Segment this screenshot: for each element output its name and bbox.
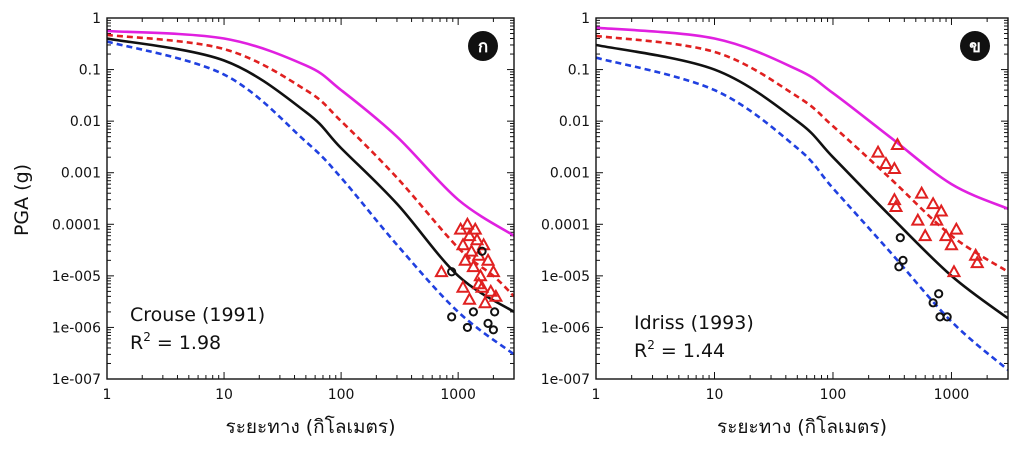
y-tick-label: 1e-007 <box>541 372 590 388</box>
observed-triangle <box>462 228 477 242</box>
x-axis-title: ระยะทาง (กิโลเมตร) <box>717 415 887 438</box>
observed-triangle <box>464 243 479 257</box>
y-tick-label: 1e-006 <box>541 320 590 336</box>
observed-triangle <box>460 216 475 230</box>
observed-triangle <box>970 255 985 269</box>
observed-circle <box>462 322 473 333</box>
x-tick-label: 1 <box>592 387 601 403</box>
r2-label: R2 = 1.44 <box>634 338 725 362</box>
model-curve-1 <box>596 34 1008 273</box>
y-axis-title: PGA (g) <box>11 164 33 236</box>
plot-area <box>596 26 1008 371</box>
panel-badge <box>468 31 498 61</box>
model-curve-2 <box>107 37 514 314</box>
observed-triangle <box>888 199 904 213</box>
x-tick-label: 100 <box>820 387 847 403</box>
observed-circle <box>490 307 500 317</box>
model-curve-0 <box>107 29 514 237</box>
observed-circle <box>447 267 457 277</box>
observed-triangle <box>483 283 498 297</box>
panel-crouse: 1 10 100 1000 1 0.1 0.01 0.001 0.0001 1e-005 1e-00… <box>52 11 515 438</box>
observed-circle <box>894 262 904 272</box>
observed-triangle <box>929 212 944 226</box>
observed-circle <box>488 325 498 335</box>
observed-triangle <box>476 237 491 251</box>
observed-triangle <box>910 212 926 226</box>
panel-idriss: 1 10 100 1000 1 0.1 0.01 0.001 0.0001 1e-005 1e-00… <box>541 11 1009 438</box>
observed-triangle <box>488 288 504 302</box>
observed-triangle <box>474 279 490 293</box>
observed-triangle <box>480 252 496 266</box>
observed-triangle <box>934 203 949 217</box>
observed-triangle <box>455 279 471 293</box>
x-axis-title: ระยะทาง (กิโลเมตร) <box>226 415 396 438</box>
observed-circle <box>934 289 944 299</box>
panel-badge <box>960 31 990 61</box>
observed-triangle <box>944 237 959 251</box>
panel-badge-label: ก <box>478 37 488 57</box>
model-curve-1 <box>107 33 514 298</box>
plot-frame <box>595 17 1009 380</box>
observed-triangle <box>925 196 941 210</box>
x-tick-label: 1000 <box>440 387 476 403</box>
y-tick-label: 0.1 <box>568 63 590 79</box>
y-tick-label: 0.0001 <box>52 217 101 233</box>
x-tick-label: 10 <box>706 387 724 403</box>
observed-triangle <box>469 232 485 246</box>
observed-triangle <box>949 221 964 235</box>
observed-circle <box>477 246 487 256</box>
x-tick-label: 1000 <box>934 387 970 403</box>
panel-badge-label: ข <box>969 37 981 57</box>
y-tick-label: 1e-007 <box>52 372 101 388</box>
y-tick-label: 1e-006 <box>52 320 101 336</box>
observed-circle <box>898 255 908 265</box>
y-tick-label: 1 <box>92 11 101 27</box>
y-tick-label: 1e-005 <box>541 269 590 285</box>
model-curve-0 <box>596 26 1008 210</box>
y-tick-label: 0.001 <box>550 166 590 182</box>
y-tick-label: 0.001 <box>61 166 101 182</box>
r2-label: R2 = 1.98 <box>130 330 221 354</box>
observed-circle <box>895 233 905 243</box>
y-tick-label: 0.1 <box>79 63 101 79</box>
plot-frame <box>106 17 515 380</box>
x-tick-label: 10 <box>215 387 233 403</box>
observed-triangle <box>946 264 962 278</box>
observed-triangle <box>458 252 473 266</box>
observed-triangle <box>917 228 933 242</box>
observed-triangle <box>468 221 483 235</box>
observed-triangle <box>870 144 886 158</box>
observed-circle <box>928 298 938 308</box>
observed-circle <box>483 318 493 328</box>
observed-triangle <box>462 291 477 305</box>
x-tick-label: 100 <box>328 387 355 403</box>
observed-triangle <box>466 259 481 273</box>
observed-triangle <box>434 264 449 278</box>
observed-triangle <box>455 237 471 251</box>
observed-triangle <box>887 161 902 175</box>
observed-triangle <box>477 295 493 309</box>
y-tick-label: 0.01 <box>70 114 101 130</box>
model-name-label: Crouse (1991) <box>130 304 265 326</box>
y-tick-label: 1e-005 <box>52 269 101 285</box>
model-curve-3 <box>107 40 514 356</box>
observed-triangle <box>938 228 954 242</box>
observed-triangle <box>878 156 894 170</box>
observed-circle <box>942 312 952 322</box>
observed-circle <box>447 312 457 322</box>
observed-circle <box>935 312 945 322</box>
model-curve-3 <box>596 56 1008 371</box>
observed-triangle <box>914 185 929 199</box>
y-tick-label: 0.0001 <box>541 217 590 233</box>
observed-triangle <box>471 276 486 290</box>
y-tick-label: 1 <box>581 11 590 27</box>
y-tick-label: 0.01 <box>559 114 590 130</box>
observed-triangle <box>486 264 501 278</box>
observed-triangle <box>890 137 905 151</box>
observed-circle <box>468 307 479 317</box>
model-name-label: Idriss (1993) <box>634 312 754 334</box>
x-tick-label: 1 <box>103 387 112 403</box>
plot-area <box>107 29 514 356</box>
